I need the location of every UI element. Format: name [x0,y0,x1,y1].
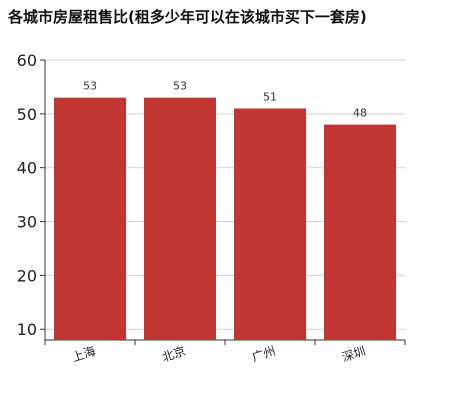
bar-1 [54,97,126,340]
y-tick-label: 40 [17,159,37,178]
y-tick-label: 20 [17,266,37,285]
bar-3 [234,108,306,340]
data-label-3: 51 [263,90,277,103]
bar-4 [324,124,396,340]
x-category-label-2: 北京 [160,344,187,365]
data-label-2: 53 [173,80,187,93]
x-category-label-4: 深圳 [340,344,367,365]
y-tick-label: 10 [17,320,37,339]
y-tick-label: 60 [17,51,37,70]
data-label-4: 48 [353,107,367,120]
data-label-1: 53 [83,80,97,93]
bar-2 [144,97,216,340]
y-tick-label: 30 [17,213,37,232]
x-category-label-3: 广州 [250,344,277,365]
chart-title: 各城市房屋租售比(租多少年可以在该城市买下一套房) [8,8,367,26]
y-tick-label: 50 [17,105,37,124]
x-category-label-1: 上海 [70,343,97,365]
